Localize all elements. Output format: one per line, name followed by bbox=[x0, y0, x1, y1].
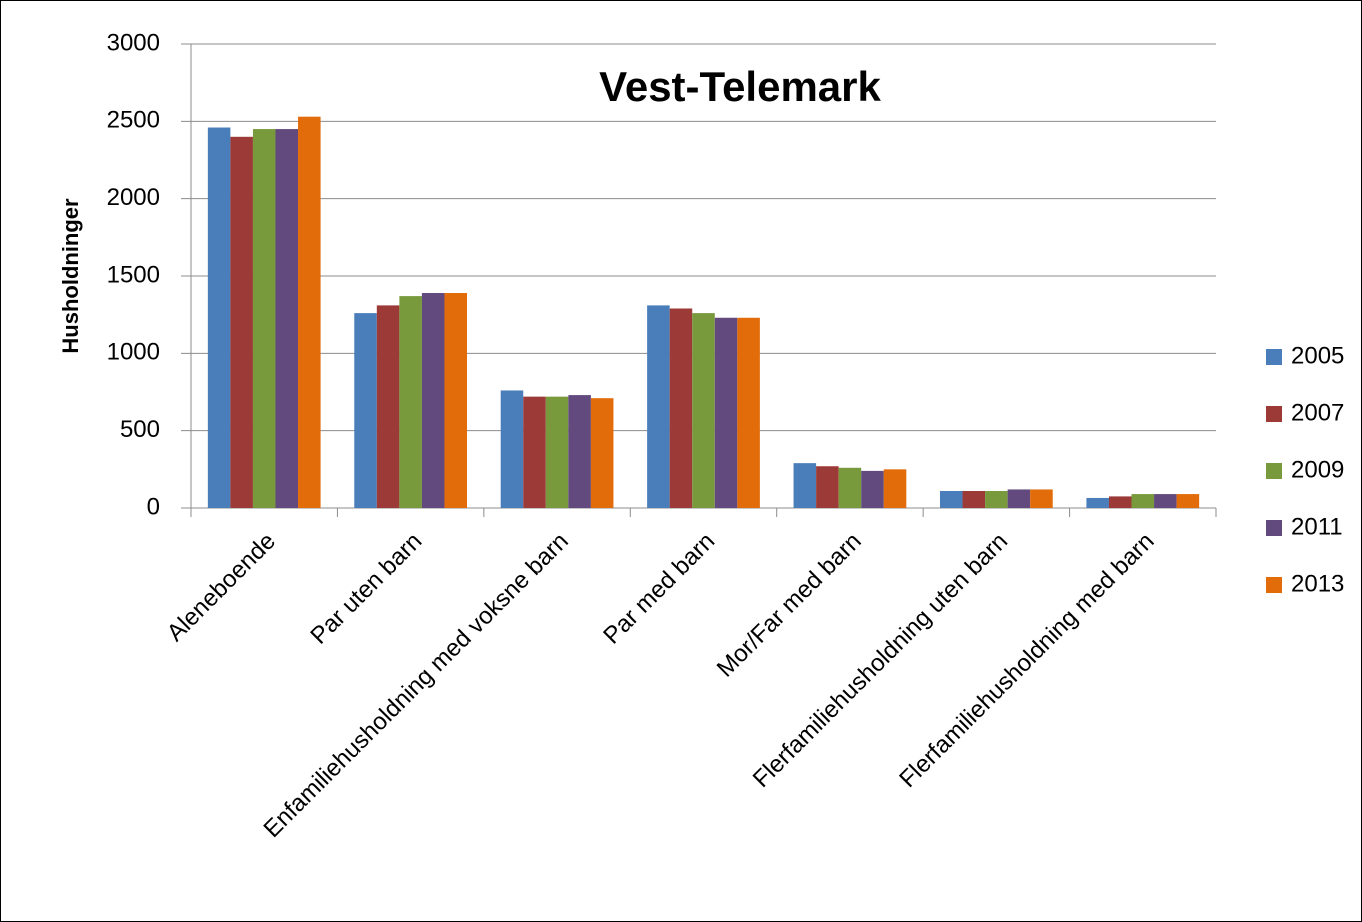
y-tick-label: 2000 bbox=[107, 184, 160, 211]
bar bbox=[421, 293, 445, 508]
bar bbox=[883, 469, 907, 508]
legend-label: 2011 bbox=[1291, 513, 1343, 540]
y-tick-label: 1000 bbox=[107, 339, 160, 366]
bar bbox=[252, 129, 276, 509]
y-tick-label: 2500 bbox=[107, 107, 160, 134]
bar bbox=[962, 490, 986, 508]
legend-swatch bbox=[1266, 406, 1282, 422]
bar bbox=[838, 467, 862, 508]
legend-swatch bbox=[1266, 349, 1282, 365]
bar bbox=[523, 396, 546, 508]
y-tick-label: 3000 bbox=[107, 29, 160, 56]
bar bbox=[1086, 497, 1109, 508]
legend-swatch bbox=[1266, 520, 1282, 536]
bar bbox=[1030, 489, 1053, 508]
bar bbox=[985, 490, 1008, 508]
y-tick-label: 1500 bbox=[107, 261, 160, 288]
bar bbox=[399, 296, 422, 508]
bar bbox=[861, 470, 884, 508]
bar bbox=[376, 305, 400, 508]
y-tick-label: 0 bbox=[147, 493, 160, 520]
bar bbox=[714, 317, 738, 508]
legend-label: 2007 bbox=[1291, 399, 1344, 426]
y-tick-label: 500 bbox=[120, 416, 160, 443]
legend-label: 2013 bbox=[1291, 570, 1344, 597]
bar bbox=[1007, 489, 1031, 508]
y-axis-label: Husholdninger bbox=[58, 198, 83, 354]
bar bbox=[354, 313, 377, 508]
bar bbox=[545, 396, 569, 508]
bar bbox=[444, 293, 468, 508]
bar bbox=[669, 308, 693, 508]
legend-swatch bbox=[1266, 463, 1282, 479]
bar bbox=[275, 129, 299, 509]
chart-title: Vest-Telemark bbox=[599, 63, 881, 110]
legend-label: 2005 bbox=[1291, 342, 1344, 369]
bar bbox=[1108, 496, 1132, 508]
bar bbox=[500, 390, 524, 508]
bar bbox=[816, 466, 839, 508]
bar bbox=[1131, 494, 1155, 508]
legend-swatch bbox=[1266, 577, 1282, 593]
bar bbox=[1176, 494, 1200, 508]
bar bbox=[298, 116, 321, 509]
bar bbox=[939, 490, 963, 508]
bar bbox=[793, 463, 817, 508]
bar bbox=[692, 313, 715, 508]
bar bbox=[207, 127, 231, 509]
bar bbox=[230, 136, 253, 509]
bar bbox=[590, 398, 614, 508]
bar bbox=[1154, 494, 1177, 508]
bar bbox=[737, 317, 760, 508]
bar bbox=[568, 395, 591, 508]
legend-label: 2009 bbox=[1291, 456, 1344, 483]
bar bbox=[647, 305, 670, 508]
